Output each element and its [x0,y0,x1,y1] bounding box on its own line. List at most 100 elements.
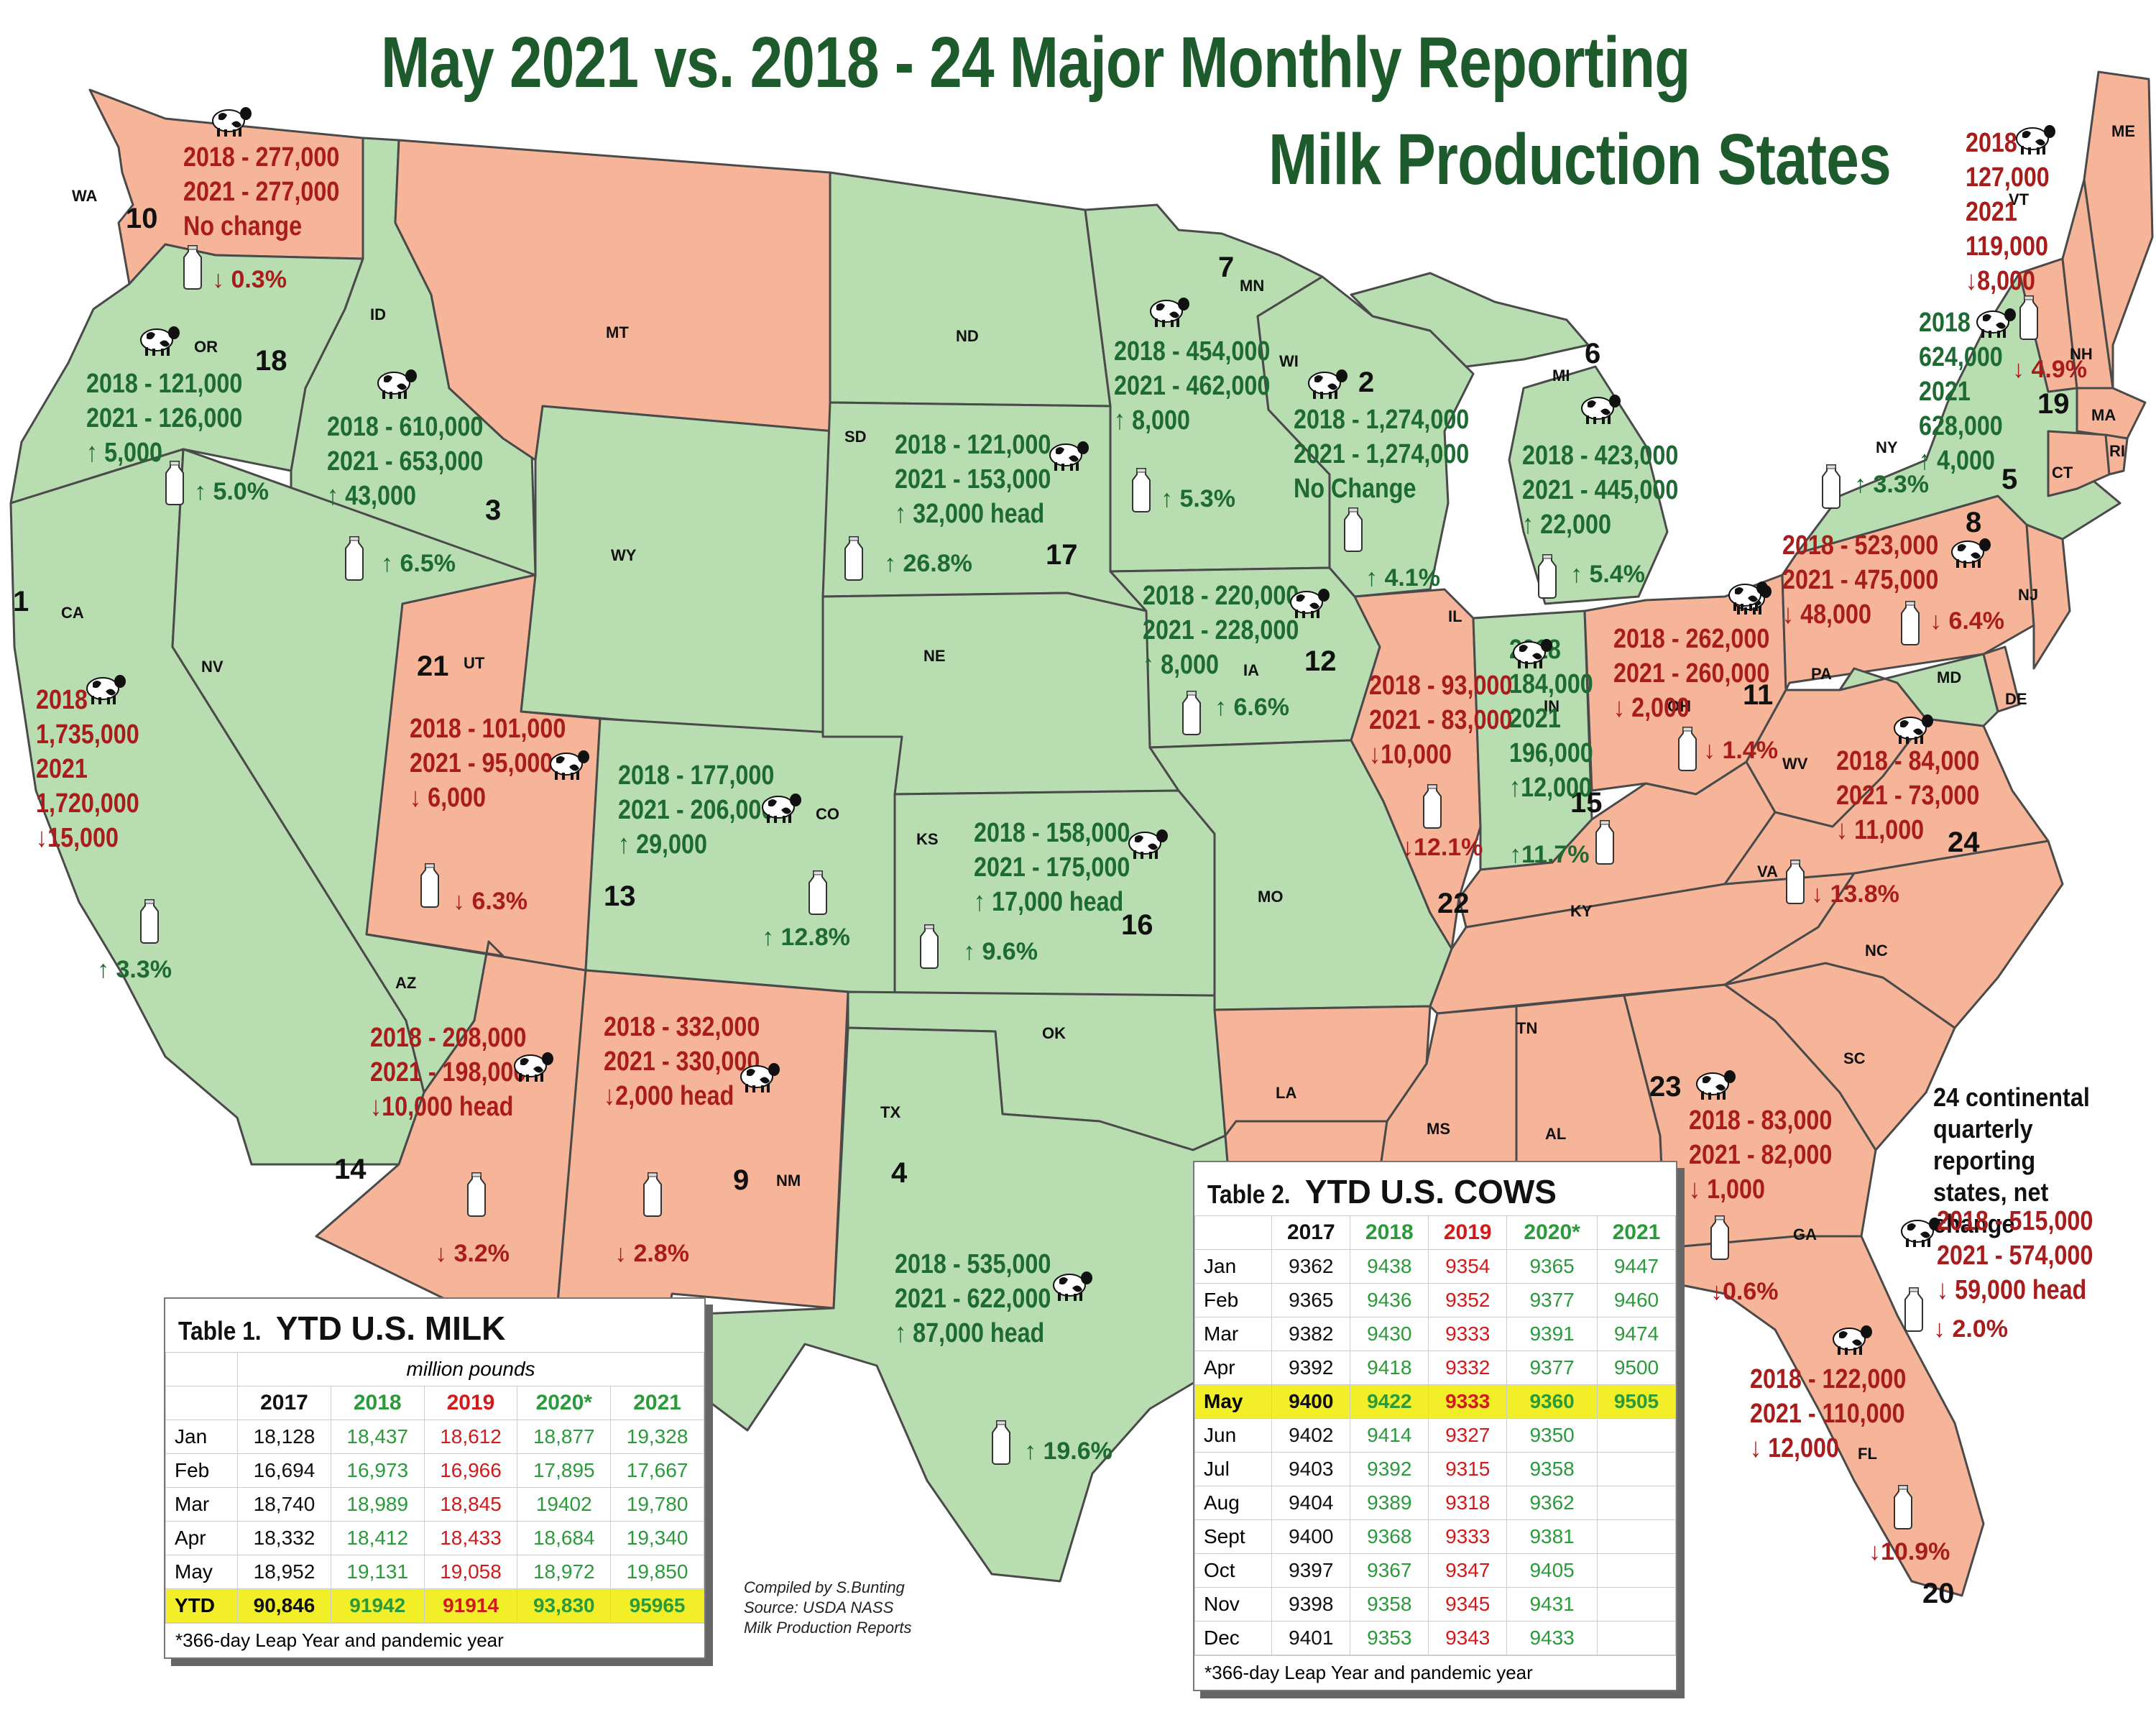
table2-cell [1597,1519,1676,1554]
table2-ytd-cows: Table 2. YTD U.S. COWS 2017 2018 2019 2020*… [1193,1161,1677,1691]
table2-cell: 9505 [1597,1384,1676,1419]
table2-row: Mar 9382 9430 9333 9391 9474 [1194,1317,1676,1351]
table1-unit: million pounds [237,1352,704,1386]
abbr-de: DE [2005,690,2027,708]
stats-mn: 2018 - 454,000 2021 - 462,000 ↑ 8,000 [1114,336,1271,436]
cow-icon [1125,823,1169,860]
abbr-tx: TX [880,1103,901,1121]
table2-cell: 9368 [1350,1519,1429,1554]
milk-jug-icon [1818,464,1844,510]
table2-cell: 9365 [1506,1249,1598,1284]
abbr-nj: NJ [2018,586,2039,604]
rank-ia: 12 [1304,645,1337,677]
stats-sd: 2018 - 121,000 2021 - 153,000 ↑ 32,000 hea… [895,430,1051,529]
rank-vt: 19 [2037,388,2070,420]
table2-cell: 9447 [1597,1249,1676,1284]
table2-cell: 9398 [1271,1587,1351,1622]
table2-cell: 9343 [1428,1621,1508,1655]
rank-ny: 5 [2001,464,2018,495]
abbr-wa: WA [72,187,98,205]
table2-row: Aug 9404 9389 9318 9362 [1194,1486,1676,1520]
table1-cell: 18,128 [237,1420,331,1454]
table2-year-header: 2017 [1271,1215,1351,1250]
stats-vt: 2018 127,000 2021 119,000 ↓8,000 [1966,128,2050,296]
cow-icon [374,363,418,400]
abbr-nc: NC [1865,942,1888,960]
abbr-me: ME [2111,122,2135,140]
abbr-ma: MA [2091,406,2116,424]
pct-mi: ↑ 5.4% [1570,561,1645,588]
pct-az: ↓ 3.2% [435,1240,510,1267]
abbr-la: LA [1276,1084,1297,1102]
table2-cell: 9318 [1428,1486,1508,1520]
table2-cell: 9418 [1350,1351,1429,1385]
pct-pa: ↓ 6.4% [1930,607,2004,635]
milk-jug-icon [464,1172,489,1218]
table2-cell: 9362 [1271,1249,1351,1284]
table1-ytd-milk: Table 1. YTD U.S. MILK million pounds 20… [164,1297,706,1659]
table2-cell: 9397 [1271,1553,1351,1588]
table2-label: Table 2. [1207,1179,1291,1209]
table2-cell: 9358 [1506,1452,1598,1486]
stats-va: 2018 - 84,000 2021 - 73,000 ↓ 11,000 [1836,746,1980,845]
cow-icon [1692,1064,1737,1101]
state-shape-ri [2104,433,2129,476]
milk-jug-icon [1782,859,1808,905]
stats-fl: 2018 - 122,000 2021 - 110,000 ↓ 12,000 [1750,1364,1907,1463]
table2-cell [1597,1486,1676,1520]
pct-or: ↑ 5.0% [194,478,269,505]
rank-oh: 11 [1743,679,1774,711]
table2-cell: 9347 [1428,1553,1508,1588]
net-change-stats: 2018 - 515,000 2021 - 574,000 ↓ 59,000 hea… [1937,1206,2093,1305]
table2-row: Jun 9402 9414 9327 9350 [1194,1418,1676,1453]
state-shape-mi-upper [1350,272,1590,368]
abbr-sc: SC [1843,1049,1866,1067]
table1-cell: 90,846 [237,1588,331,1623]
table2-row: May 9400 9422 9333 9360 9505 [1194,1384,1676,1419]
stats-mi: 2018 - 423,000 2021 - 445,000 ↑ 22,000 [1522,441,1679,540]
state-shape-nd [829,171,1112,408]
abbr-in: IN [1544,697,1560,715]
table1-label: Table 1. [178,1316,262,1346]
abbr-ga: GA [1793,1225,1817,1243]
abbr-al: AL [1545,1125,1567,1143]
table1-cell: 18,433 [423,1521,518,1555]
abbr-oh: OH [1667,697,1691,715]
abbr-va: VA [1757,862,1778,880]
table2-cell: 9345 [1428,1587,1508,1622]
abbr-wy: WY [611,546,637,564]
table1-year-header: 2020* [517,1386,612,1420]
abbr-ia: IA [1243,661,1259,679]
table1-cell: 19,850 [610,1555,704,1589]
table2-year-header: 2019 [1428,1215,1508,1250]
milk-jug-icon [1419,783,1445,829]
abbr-wi: WI [1279,352,1299,370]
state-shape-nc [1723,840,2064,1029]
milk-jug-icon [1340,507,1366,553]
table2-cell: 9500 [1597,1351,1676,1385]
table1-cell: 93,830 [517,1588,612,1623]
abbr-ms: MS [1427,1120,1450,1138]
table2-cell: 9422 [1350,1384,1429,1419]
rank-mi: 6 [1585,338,1601,369]
pct-tx: ↑ 19.6% [1024,1438,1112,1465]
milk-jug-icon [988,1420,1014,1466]
table1-year-header: 2018 [330,1386,425,1420]
milk-jug-icon [1674,726,1700,772]
table1-year-header: 2019 [423,1386,518,1420]
table2-month: Sept [1194,1519,1273,1554]
table2-year-header: 2021 [1597,1215,1676,1250]
table1-cell: 18,952 [237,1555,331,1589]
table1-cell: 18,332 [237,1521,331,1555]
table2-month: Oct [1194,1553,1273,1588]
table2-cell: 9403 [1271,1452,1351,1486]
table1-cell: 16,694 [237,1453,331,1488]
table2-cell: 9460 [1597,1283,1676,1317]
pct-vt: ↓ 4.9% [2012,356,2087,383]
state-shape-wy [520,405,835,738]
table2-footnote: *366-day Leap Year and pandemic year [1194,1655,1676,1690]
abbr-sd: SD [844,428,867,446]
stats-id: 2018 - 610,000 2021 - 653,000 ↑ 43,000 [327,412,484,511]
abbr-md: MD [1937,668,1962,686]
